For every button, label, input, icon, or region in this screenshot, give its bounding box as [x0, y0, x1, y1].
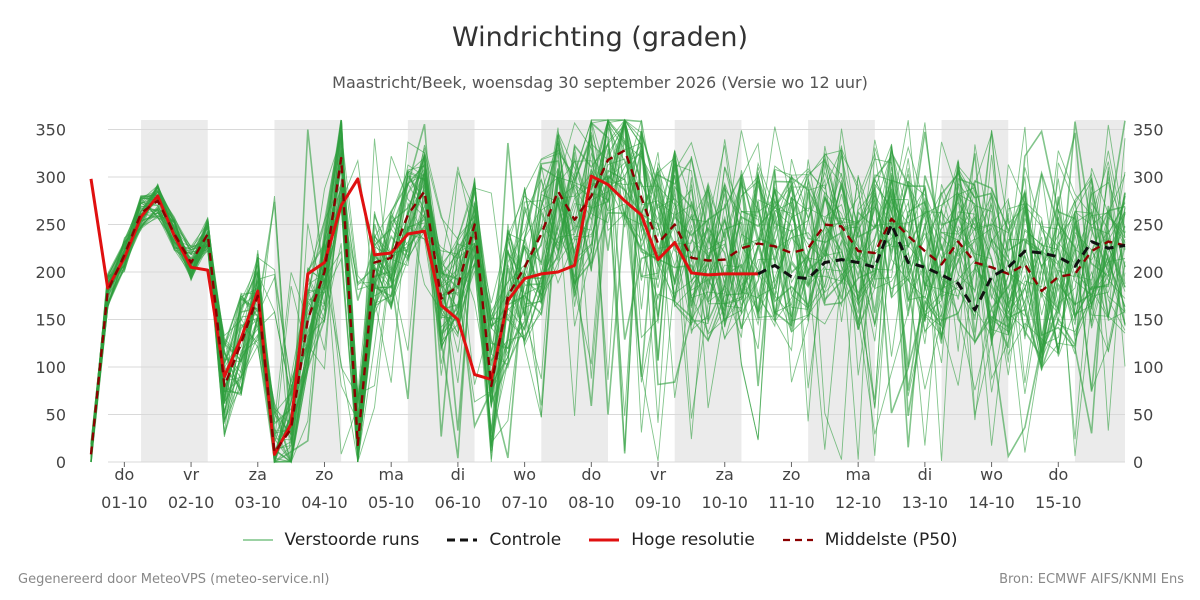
x-tick-date: 01-10	[101, 493, 148, 512]
weekend-band	[141, 120, 208, 462]
y-tick-label-right: 0	[1133, 453, 1143, 472]
y-tick-label-left: 250	[35, 216, 66, 235]
y-tick-label-right: 250	[1133, 216, 1164, 235]
legend-item-highres: Hoge resolutie	[589, 530, 755, 550]
x-tick-date: 12-10	[835, 493, 882, 512]
ensemble-member-line	[90, 119, 1126, 464]
x-tick-date: 09-10	[635, 493, 682, 512]
x-tick-day: za	[249, 465, 267, 484]
y-tick-label-left: 0	[56, 453, 66, 472]
x-tick-day: di	[451, 465, 466, 484]
y-tick-label-right: 300	[1133, 168, 1164, 187]
x-tick-day: di	[918, 465, 933, 484]
x-tick-date: 06-10	[435, 493, 482, 512]
x-tick-day: do	[1048, 465, 1068, 484]
y-tick-label-left: 50	[46, 406, 66, 425]
x-tick-date: 11-10	[768, 493, 815, 512]
y-tick-label-left: 200	[35, 263, 66, 282]
x-tick-day: za	[716, 465, 734, 484]
x-tick-date: 04-10	[301, 493, 348, 512]
y-tick-label-right: 350	[1133, 121, 1164, 140]
x-tick-day: zo	[315, 465, 333, 484]
y-tick-label-left: 150	[35, 311, 66, 330]
x-tick-day: vr	[650, 465, 666, 484]
legend-item-median: Middelste (P50)	[782, 530, 958, 550]
x-tick-date: 13-10	[902, 493, 949, 512]
x-tick-date: 08-10	[568, 493, 615, 512]
legend-label-ensemble: Verstoorde runs	[284, 530, 420, 550]
legend-item-ensemble: Verstoorde runs	[242, 530, 420, 550]
x-tick-date: 10-10	[701, 493, 748, 512]
x-tick-date: 14-10	[968, 493, 1015, 512]
series-line-control	[757, 223, 1126, 312]
x-tick-date: 03-10	[235, 493, 282, 512]
legend: Verstoorde runs Controle Hoge resolutie …	[0, 530, 1200, 550]
x-tick-day: do	[581, 465, 601, 484]
x-tick-day: do	[114, 465, 134, 484]
axes: 0 0 50 50 100 100 150 150 200 200 250 250 300 300 350 3…	[35, 121, 1163, 513]
x-tick-date: 15-10	[1035, 493, 1082, 512]
legend-item-control: Controle	[447, 530, 561, 550]
ensemble-member-line	[90, 119, 1126, 458]
x-tick-day: ma	[845, 465, 870, 484]
x-tick-day: wo	[980, 465, 1003, 484]
y-tick-label-right: 200	[1133, 263, 1164, 282]
x-tick-day: ma	[378, 465, 403, 484]
y-tick-label-left: 300	[35, 168, 66, 187]
legend-label-median: Middelste (P50)	[824, 530, 958, 550]
y-tick-label-left: 350	[35, 121, 66, 140]
series-line-highres	[89, 174, 759, 456]
x-tick-date: 05-10	[368, 493, 415, 512]
x-tick-date: 07-10	[501, 493, 548, 512]
x-tick-day: wo	[513, 465, 536, 484]
legend-label-highres: Hoge resolutie	[631, 530, 755, 550]
y-tick-label-right: 150	[1133, 311, 1164, 330]
y-tick-label-left: 100	[35, 358, 66, 377]
chart-subtitle: Maastricht/Beek, woensdag 30 september 2…	[332, 73, 868, 92]
y-tick-label-right: 100	[1133, 358, 1164, 377]
series-line-median	[89, 149, 1126, 455]
legend-label-control: Controle	[489, 530, 562, 550]
footer-source: Bron: ECMWF AIFS/KNMI Ens	[999, 572, 1184, 587]
footer-generated-by: Gegenereerd door MeteoVPS (meteo-service…	[18, 572, 330, 587]
chart-title: Windrichting (graden)	[451, 22, 749, 53]
x-tick-day: zo	[782, 465, 800, 484]
main-series	[89, 149, 1126, 456]
x-tick-day: vr	[183, 465, 199, 484]
x-tick-date: 02-10	[168, 493, 215, 512]
y-tick-label-right: 50	[1133, 406, 1153, 425]
